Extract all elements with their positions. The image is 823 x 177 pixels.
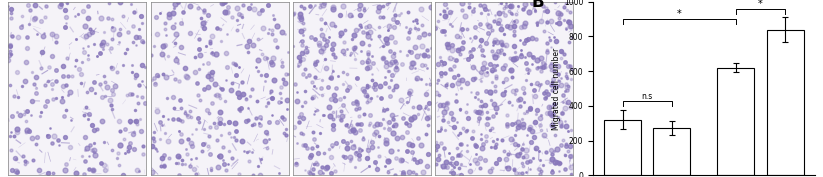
Bar [653, 128, 690, 175]
Text: B: B [531, 0, 544, 11]
Bar [767, 30, 804, 175]
Y-axis label: Migrated cell number: Migrated cell number [552, 47, 561, 130]
Bar [604, 120, 641, 175]
Text: *: * [677, 9, 681, 19]
Text: n.s: n.s [642, 92, 653, 101]
Text: *: * [758, 0, 763, 9]
Bar [718, 68, 755, 175]
